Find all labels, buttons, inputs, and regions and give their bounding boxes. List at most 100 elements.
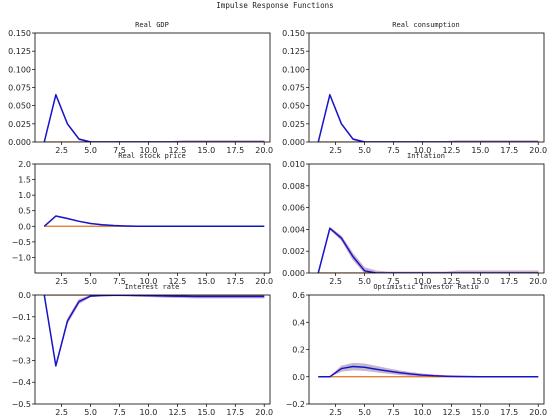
confidence-band [43,93,265,142]
y-tick-label: 0.000 [8,138,31,147]
axes-frame [308,32,545,143]
y-tick-label: 0.2 [292,346,305,355]
x-tick-label: 17.5 [500,277,518,286]
x-tick-label: 15.0 [471,408,489,417]
x-tick-label: 5.0 [358,277,371,286]
y-tick-label: 0.0 [18,222,31,231]
x-tick-label: 5.0 [84,277,97,286]
x-tick-label: 17.5 [500,146,518,155]
y-tick-label: 0.5 [18,207,31,216]
y-tick-label: 0.4 [292,318,305,327]
y-tick-label: 0.006 [282,204,305,213]
y-tick-label: −1.0 [12,253,31,262]
x-tick-label: 10.0 [414,277,432,286]
plot-area [318,362,539,378]
x-tick-label: 20.0 [255,277,273,286]
x-tick-label: 20.0 [529,277,547,286]
panel-title: Optimistic Investor Ratio [373,283,478,291]
y-tick-label: 0.150 [282,29,305,38]
x-tick-label: 10.0 [414,146,432,155]
x-tick-label: 12.5 [442,146,460,155]
x-tick-label: 15.0 [471,146,489,155]
x-tick-label: 12.5 [168,277,186,286]
x-tick-label: 5.0 [84,408,97,417]
y-tick-label: 0.0 [18,291,31,300]
confidence-band [317,93,539,142]
y-tick-label: 0.0 [292,373,305,382]
y-tick-label: 0.002 [282,247,305,256]
y-tick-label: 1.0 [18,191,31,200]
plot-area [43,295,265,368]
x-tick-label: 7.5 [387,408,400,417]
x-tick-label: 17.5 [226,277,244,286]
x-tick-label: 15.0 [197,408,215,417]
plot-area [317,93,539,142]
response-line [43,295,265,367]
axes-frame [34,294,271,405]
x-tick-label: 20.0 [529,408,547,417]
response-line [317,227,539,273]
y-tick-label: 0.6 [292,291,305,300]
x-tick-label: 7.5 [387,146,400,155]
panel-title: Inflation [407,152,445,160]
plot-area [43,215,265,228]
panel-title: Interest rate [125,283,180,291]
x-tick-label: 20.0 [529,146,547,155]
x-tick-label: 5.0 [358,146,371,155]
panel-optimistic-investor-ratio: Optimistic Investor Ratio 2.5 5.0 7.5 10.0 1… [286,283,548,417]
x-tick-label: 15.0 [471,277,489,286]
panel-title: Real stock price [118,152,185,160]
y-tick-label: 1.5 [18,176,31,185]
y-tick-label: −0.2 [286,400,305,409]
y-tick-label: 0.050 [8,102,31,111]
x-tick-label: 2.5 [55,277,68,286]
y-tick-label: 0.025 [8,120,31,129]
axes-frame [34,163,271,274]
y-tick-label: 0.100 [8,65,31,74]
response-line [317,94,539,142]
x-tick-label: 5.0 [84,146,97,155]
y-tick-label: −0.5 [12,238,31,247]
x-tick-label: 10.0 [140,408,158,417]
x-tick-label: 10.0 [414,408,432,417]
y-tick-label: 0.000 [282,138,305,147]
figure-title: Impulse Response Functions [216,1,333,10]
plot-area [43,93,265,142]
y-tick-label: 0.150 [8,29,31,38]
y-tick-label: −0.5 [12,400,31,409]
x-tick-label: 2.5 [329,277,342,286]
x-tick-label: 12.5 [442,277,460,286]
y-tick-label: 0.004 [282,225,305,234]
panel-inflation: Inflation 2.5 5.0 7.5 10.0 12.5 15.0 17.5 20.0 0… [282,152,547,286]
panel-interest-rate: Interest rate 2.5 5.0 7.5 10.0 12.5 15.0 17.5 2… [12,283,274,417]
x-tick-label: 20.0 [255,408,273,417]
x-tick-label: 10.0 [140,146,158,155]
y-tick-label: 0.025 [282,120,305,129]
panel-real-stock-price: Real stock price 2.5 5.0 7.5 10.0 12.5 15.0 17… [12,152,274,286]
response-line [43,215,265,228]
x-tick-label: 10.0 [140,277,158,286]
response-line [43,94,265,142]
x-tick-label: 7.5 [113,146,126,155]
y-tick-label: 0.125 [282,47,305,56]
x-tick-label: 12.5 [168,146,186,155]
y-tick-label: 0.000 [282,269,305,278]
x-tick-label: 12.5 [442,408,460,417]
x-tick-label: 15.0 [197,146,215,155]
y-tick-label: 0.100 [282,65,305,74]
y-tick-label: 0.010 [282,160,305,169]
axes-frame [308,294,545,405]
x-tick-label: 17.5 [226,408,244,417]
x-tick-label: 20.0 [255,146,273,155]
x-tick-label: 7.5 [113,277,126,286]
y-tick-label: −0.3 [12,356,31,365]
confidence-band [317,226,539,273]
x-tick-label: 2.5 [329,408,342,417]
panel-title: Real consumption [392,21,459,29]
y-tick-label: 0.125 [8,47,31,56]
x-tick-label: 12.5 [168,408,186,417]
y-tick-label: 0.008 [282,182,305,191]
panel-real-gdp: Real GDP 2.5 5.0 7.5 10.0 12.5 15.0 17.5 20.0 0.… [8,21,273,155]
response-line [318,365,539,378]
x-tick-label: 2.5 [329,146,342,155]
